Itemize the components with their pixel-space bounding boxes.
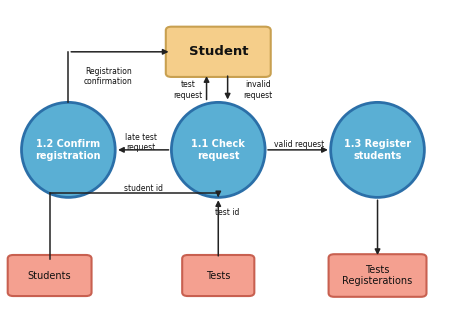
Text: 1.1 Check
request: 1.1 Check request <box>191 139 245 161</box>
Text: Tests: Tests <box>206 271 230 280</box>
Text: Students: Students <box>28 271 72 280</box>
Text: test
request: test request <box>173 80 202 100</box>
FancyBboxPatch shape <box>166 27 271 77</box>
Text: 1.3 Register
students: 1.3 Register students <box>344 139 411 161</box>
Text: Student: Student <box>189 45 248 58</box>
Text: 1.2 Confirm
registration: 1.2 Confirm registration <box>36 139 101 161</box>
Text: student id: student id <box>124 184 163 193</box>
Text: test id: test id <box>215 208 239 217</box>
Text: valid request: valid request <box>274 140 324 149</box>
Ellipse shape <box>21 102 115 197</box>
FancyBboxPatch shape <box>8 255 91 296</box>
Text: Registration
confirmation: Registration confirmation <box>84 67 133 86</box>
Text: Tests
Registerations: Tests Registerations <box>342 265 413 286</box>
Text: late test
request: late test request <box>125 133 157 152</box>
FancyBboxPatch shape <box>328 254 427 297</box>
Ellipse shape <box>172 102 265 197</box>
FancyBboxPatch shape <box>182 255 255 296</box>
Text: invalid
request: invalid request <box>244 80 273 100</box>
Ellipse shape <box>331 102 424 197</box>
